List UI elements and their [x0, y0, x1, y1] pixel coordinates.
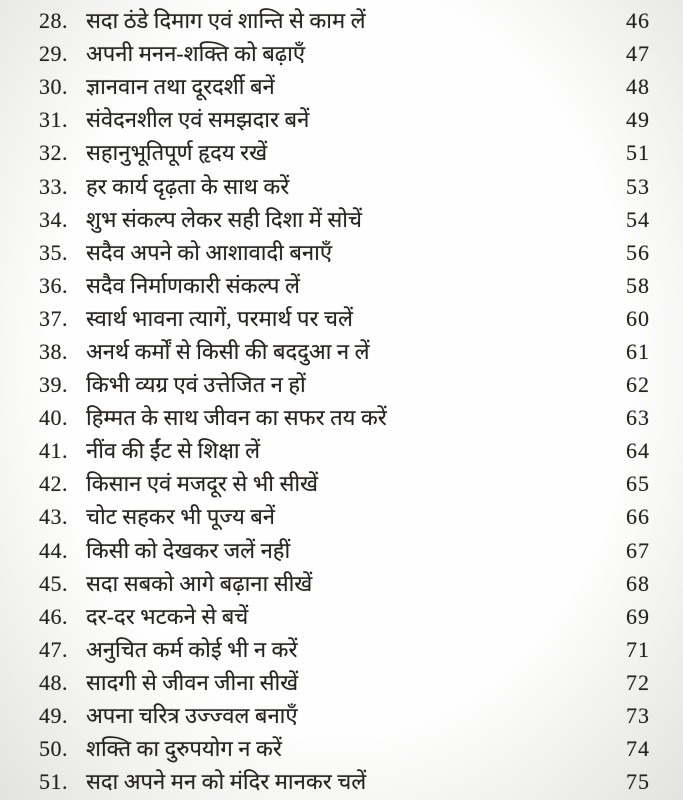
entry-page-number: 48 [626, 74, 650, 100]
entry-page-number: 66 [626, 504, 650, 530]
entry-page-number: 62 [626, 372, 650, 398]
toc-entry: 46. दर-दर भटकने से बचें 69 [0, 600, 683, 633]
entry-page-number: 54 [626, 206, 650, 232]
entry-number: 41. [39, 438, 68, 464]
entry-title: सदैव अपने को आशावादी बनाएँ [86, 239, 332, 265]
entry-title: स्वार्थ भावना त्यागें, परमार्थ पर चलें [86, 305, 353, 331]
toc-entry: 45. सदा सबको आगे बढ़ाना सीखें 68 [0, 567, 683, 600]
entry-page-number: 72 [626, 669, 650, 695]
entry-number: 50. [39, 736, 68, 762]
entry-number: 39. [39, 372, 68, 398]
entry-title: अपना चरित्र उज्ज्वल बनाएँ [86, 703, 298, 729]
toc-entry: 41. नींव की ईंट से शिक्षा लें 64 [0, 434, 683, 467]
entry-title: हिम्मत के साथ जीवन का सफर तय करें [86, 405, 387, 431]
toc-entry: 30. ज्ञानवान तथा दूरदर्शी बनें 48 [0, 70, 683, 103]
entry-number: 44. [39, 537, 68, 563]
toc-entry: 50. शक्ति का दुरुपयोग न करें 74 [0, 732, 683, 765]
toc-entry: 31. संवेदनशील एवं समझदार बनें 49 [0, 103, 683, 136]
entry-title: संवेदनशील एवं समझदार बनें [86, 107, 310, 133]
entry-page-number: 73 [626, 703, 650, 729]
toc-entry: 44. किसी को देखकर जलें नहीं 67 [0, 534, 683, 567]
entry-number: 34. [39, 206, 68, 232]
entry-number: 33. [39, 173, 68, 199]
toc-entry: 33. हर कार्य दृढ़ता के साथ करें 53 [0, 169, 683, 202]
entry-title: किसी को देखकर जलें नहीं [86, 537, 291, 563]
entry-title: सदा अपने मन को मंदिर मानकर चलें [86, 769, 367, 795]
entry-number: 29. [39, 41, 68, 67]
toc-entry: 35. सदैव अपने को आशावादी बनाएँ 56 [0, 236, 683, 269]
entry-title: किसान एवं मजदूर से भी सीखें [86, 471, 319, 497]
toc-entry: 51. सदा अपने मन को मंदिर मानकर चलें 75 [0, 765, 683, 798]
entry-number: 38. [39, 338, 68, 364]
entry-number: 40. [39, 405, 68, 431]
entry-page-number: 56 [626, 239, 650, 265]
entry-page-number: 58 [626, 272, 650, 298]
entry-title: अनर्थ कर्मों से किसी की बददुआ न लें [86, 338, 370, 364]
entry-title: अनुचित कर्म कोई भी न करें [86, 636, 298, 662]
toc-entry: 34. शुभ संकल्प लेकर सही दिशा में सोचें 5… [0, 203, 683, 236]
entry-number: 30. [39, 74, 68, 100]
entry-number: 48. [39, 669, 68, 695]
entry-page-number: 46 [626, 8, 650, 34]
entry-title: किभी व्यग्र एवं उत्तेजित न हों [86, 372, 306, 398]
entry-page-number: 74 [626, 736, 650, 762]
entry-title: शक्ति का दुरुपयोग न करें [86, 736, 282, 762]
entry-number: 37. [39, 305, 68, 331]
entry-number: 35. [39, 239, 68, 265]
entry-title: सादगी से जीवन जीना सीखें [86, 669, 299, 695]
toc-entry: 43. चोट सहकर भी पूज्य बनें 66 [0, 500, 683, 533]
entry-title: सहानुभूतिपूर्ण हृदय रखें [86, 140, 268, 166]
entry-number: 43. [39, 504, 68, 530]
entry-number: 51. [39, 769, 68, 795]
entry-page-number: 69 [626, 603, 650, 629]
entry-title: ज्ञानवान तथा दूरदर्शी बनें [86, 74, 275, 100]
entry-page-number: 67 [626, 537, 650, 563]
entry-page-number: 63 [626, 405, 650, 431]
entry-number: 32. [39, 140, 68, 166]
entry-page-number: 49 [626, 107, 650, 133]
toc-entry: 29. अपनी मनन-शक्ति को बढ़ाएँ 47 [0, 37, 683, 70]
entry-title: शुभ संकल्प लेकर सही दिशा में सोचें [86, 206, 362, 232]
entry-title: नींव की ईंट से शिक्षा लें [86, 438, 261, 464]
toc-entry: 40. हिम्मत के साथ जीवन का सफर तय करें 63 [0, 401, 683, 434]
entry-title: दर-दर भटकने से बचें [86, 603, 249, 629]
entry-number: 31. [39, 107, 68, 133]
entry-page-number: 51 [626, 140, 650, 166]
entry-number: 49. [39, 703, 68, 729]
entry-number: 46. [39, 603, 68, 629]
entry-page-number: 65 [626, 471, 650, 497]
entry-number: 45. [39, 570, 68, 596]
toc-entry: 38. अनर्थ कर्मों से किसी की बददुआ न लें … [0, 335, 683, 368]
entry-page-number: 71 [626, 636, 650, 662]
entry-page-number: 64 [626, 438, 650, 464]
toc-entry: 28. सदा ठंडे दिमाग एवं शान्ति से काम लें… [0, 4, 683, 37]
entry-page-number: 60 [626, 305, 650, 331]
toc-entry: 36. सदैव निर्माणकारी संकल्प लें 58 [0, 269, 683, 302]
entry-number: 28. [39, 8, 68, 34]
entry-title: सदा ठंडे दिमाग एवं शान्ति से काम लें [86, 8, 366, 34]
entry-number: 47. [39, 636, 68, 662]
toc-list: 28. सदा ठंडे दिमाग एवं शान्ति से काम लें… [0, 4, 683, 798]
toc-entry: 42. किसान एवं मजदूर से भी सीखें 65 [0, 467, 683, 500]
entry-title: सदा सबको आगे बढ़ाना सीखें [86, 570, 313, 596]
toc-entry: 48. सादगी से जीवन जीना सीखें 72 [0, 666, 683, 699]
entry-title: चोट सहकर भी पूज्य बनें [86, 504, 275, 530]
entry-page-number: 75 [626, 769, 650, 795]
entry-title: सदैव निर्माणकारी संकल्प लें [86, 272, 300, 298]
entry-page-number: 53 [626, 173, 650, 199]
toc-entry: 39. किभी व्यग्र एवं उत्तेजित न हों 62 [0, 368, 683, 401]
entry-number: 36. [39, 272, 68, 298]
entry-number: 42. [39, 471, 68, 497]
toc-entry: 32. सहानुभूतिपूर्ण हृदय रखें 51 [0, 136, 683, 169]
entry-page-number: 61 [626, 338, 650, 364]
toc-entry: 47. अनुचित कर्म कोई भी न करें 71 [0, 633, 683, 666]
toc-entry: 49. अपना चरित्र उज्ज्वल बनाएँ 73 [0, 699, 683, 732]
toc-entry: 37. स्वार्थ भावना त्यागें, परमार्थ पर चल… [0, 302, 683, 335]
entry-page-number: 47 [626, 41, 650, 67]
entry-page-number: 68 [626, 570, 650, 596]
entry-title: हर कार्य दृढ़ता के साथ करें [86, 173, 290, 199]
entry-title: अपनी मनन-शक्ति को बढ़ाएँ [86, 41, 306, 67]
